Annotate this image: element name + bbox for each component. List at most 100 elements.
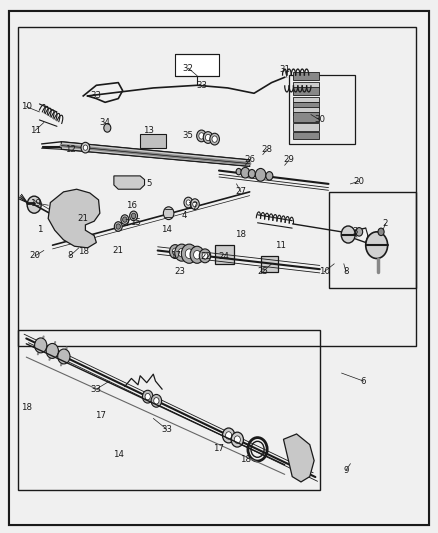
Circle shape (46, 343, 58, 358)
Circle shape (191, 199, 199, 209)
Text: 2: 2 (383, 220, 388, 228)
Text: 5: 5 (146, 180, 152, 188)
Text: 18: 18 (235, 230, 247, 239)
Text: 10: 10 (318, 268, 330, 276)
Text: 3: 3 (352, 228, 357, 236)
Text: 1: 1 (37, 225, 42, 233)
Circle shape (173, 248, 178, 255)
Text: 20: 20 (353, 177, 365, 185)
Circle shape (154, 398, 159, 404)
Circle shape (151, 394, 162, 407)
Polygon shape (48, 189, 100, 248)
Text: 25: 25 (257, 268, 268, 276)
Text: 12: 12 (64, 145, 76, 154)
Circle shape (178, 248, 185, 257)
Text: 18: 18 (21, 403, 32, 412)
Text: 26: 26 (244, 156, 255, 164)
Text: 19: 19 (30, 199, 40, 208)
Circle shape (81, 142, 90, 153)
Bar (328, 192, 416, 288)
Circle shape (231, 432, 244, 447)
Bar (261, 256, 278, 272)
Text: 14: 14 (113, 450, 124, 458)
Bar (293, 123, 319, 131)
Circle shape (121, 215, 129, 224)
Text: 17: 17 (187, 203, 198, 211)
Circle shape (199, 133, 204, 139)
Bar (289, 75, 355, 144)
Text: 11: 11 (29, 126, 41, 135)
Text: 7: 7 (124, 220, 130, 228)
Circle shape (255, 168, 266, 181)
Bar (215, 245, 234, 264)
Circle shape (197, 130, 206, 142)
Bar (293, 82, 319, 88)
Text: 15: 15 (130, 219, 141, 227)
Circle shape (184, 197, 193, 208)
Text: 27: 27 (235, 188, 247, 196)
Circle shape (181, 244, 197, 263)
Circle shape (186, 200, 191, 205)
Circle shape (58, 349, 70, 364)
Text: 33: 33 (91, 92, 102, 100)
Text: 20: 20 (29, 252, 41, 260)
Text: 4: 4 (181, 212, 187, 220)
Circle shape (175, 244, 189, 261)
Circle shape (145, 393, 150, 400)
Circle shape (234, 436, 240, 443)
Text: 6: 6 (361, 377, 366, 385)
Circle shape (236, 168, 241, 175)
Circle shape (130, 211, 138, 221)
Circle shape (202, 253, 208, 259)
Circle shape (205, 134, 211, 141)
Text: 14: 14 (161, 225, 172, 233)
Circle shape (356, 228, 363, 236)
Text: 33: 33 (196, 81, 207, 90)
Bar (293, 87, 319, 95)
Text: 16: 16 (126, 201, 137, 209)
Circle shape (131, 180, 136, 186)
Text: 23: 23 (174, 268, 185, 276)
Circle shape (199, 249, 211, 263)
Circle shape (27, 196, 41, 213)
Text: 21: 21 (78, 214, 89, 223)
Text: 30: 30 (314, 116, 325, 124)
Text: 29: 29 (284, 156, 294, 164)
Text: 17: 17 (213, 445, 225, 453)
Text: 17: 17 (95, 411, 106, 420)
Circle shape (203, 132, 213, 143)
Circle shape (114, 222, 122, 231)
Polygon shape (61, 142, 250, 166)
Text: 33: 33 (161, 425, 172, 433)
Text: 13: 13 (143, 126, 155, 135)
Text: 18: 18 (240, 455, 251, 464)
Bar (293, 72, 319, 80)
Text: 8: 8 (67, 252, 73, 260)
Circle shape (210, 133, 219, 145)
Text: 28: 28 (261, 145, 273, 154)
Circle shape (118, 180, 123, 186)
Circle shape (185, 249, 193, 259)
Bar (18, 27, 416, 346)
Polygon shape (114, 176, 145, 189)
Circle shape (104, 124, 111, 132)
Circle shape (123, 217, 127, 222)
Circle shape (83, 145, 88, 150)
Circle shape (266, 172, 273, 180)
Circle shape (35, 338, 47, 353)
Circle shape (131, 213, 136, 219)
Text: 31: 31 (279, 65, 290, 74)
Circle shape (194, 251, 201, 259)
Circle shape (366, 232, 388, 259)
Circle shape (223, 428, 235, 443)
Bar (293, 132, 319, 139)
Circle shape (341, 226, 355, 243)
Circle shape (241, 167, 250, 178)
Text: 32: 32 (183, 64, 194, 72)
Bar (18, 27, 416, 346)
Text: 17: 17 (170, 252, 181, 260)
Circle shape (248, 169, 255, 178)
Circle shape (116, 224, 120, 229)
Text: 9: 9 (343, 466, 349, 474)
Text: 34: 34 (99, 118, 111, 127)
